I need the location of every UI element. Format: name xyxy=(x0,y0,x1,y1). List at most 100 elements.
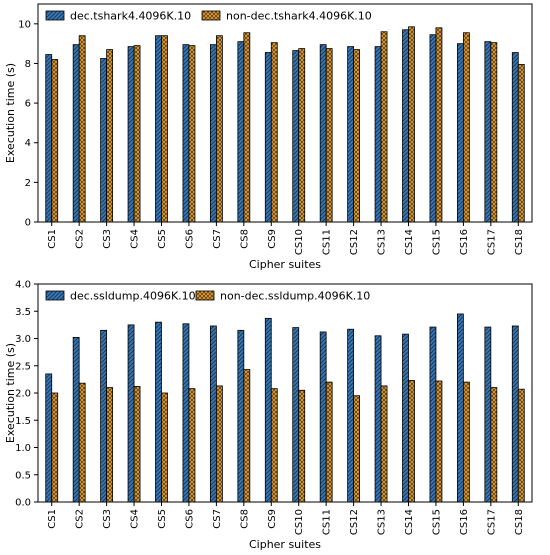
c1-bar-nondec-cs9 xyxy=(270,388,278,503)
c0-x-tick-label-cs9: CS9 xyxy=(267,229,278,249)
c0-bar-dec-cs18 xyxy=(511,52,519,223)
c1-bar-nondec-cs11 xyxy=(325,381,333,503)
c0-bar-nondec-cs15 xyxy=(435,27,443,223)
c0-plot-frame xyxy=(37,3,533,223)
c0-bar-nondec-cs1 xyxy=(51,59,59,223)
c0-x-tick-label-cs5: CS5 xyxy=(157,229,168,249)
c1-bar-dec-cs18 xyxy=(511,325,519,503)
c1-x-tick-label-cs4: CS4 xyxy=(130,509,141,529)
c0-bar-dec-cs8 xyxy=(237,41,245,223)
c0-bar-nondec-cs7 xyxy=(215,35,223,223)
c1-y-tick-label-2: 1.0 xyxy=(15,443,31,454)
c1-bar-dec-cs15 xyxy=(429,326,437,503)
c0-legend-label-nondec: non-dec.tshark4.4096K.10 xyxy=(226,10,372,23)
c0-x-tick-label-cs13: CS13 xyxy=(377,229,388,255)
c0-x-tick-label-cs6: CS6 xyxy=(184,229,195,249)
c0-x-tick-label-cs2: CS2 xyxy=(75,229,86,249)
c1-y-tick-label-5: 2.5 xyxy=(15,361,31,372)
c1-x-tick-label-cs17: CS17 xyxy=(486,509,497,535)
c0-x-tick-label-cs17: CS17 xyxy=(486,229,497,255)
c1-bar-nondec-cs3 xyxy=(106,387,114,503)
c1-x-tick-label-cs18: CS18 xyxy=(514,509,525,535)
c1-bar-nondec-cs13 xyxy=(380,385,388,503)
c0-bar-dec-cs1 xyxy=(45,54,53,223)
c1-x-tick-label-cs1: CS1 xyxy=(47,509,58,529)
chart-top-svg: 0 2 4 6 8 10 CS1 CS2 CS3 CS4 CS5 CS6 CS7 CS8 CS9 CS10 CS… xyxy=(4,3,533,271)
c0-x-tick-label-cs11: CS11 xyxy=(322,229,333,255)
c1-bar-nondec-cs1 xyxy=(51,392,59,503)
c1-bar-dec-cs13 xyxy=(374,335,382,503)
c0-bar-nondec-cs10 xyxy=(298,48,306,223)
c0-bar-nondec-cs2 xyxy=(78,35,86,223)
c1-y-tick-label-3: 1.5 xyxy=(15,416,31,427)
c0-bar-dec-cs9 xyxy=(264,52,272,223)
c0-bar-dec-cs6 xyxy=(182,44,190,223)
c0-bar-dec-cs12 xyxy=(347,46,355,223)
c0-bar-nondec-cs9 xyxy=(270,42,278,223)
c0-x-tick-label-cs15: CS15 xyxy=(431,229,442,255)
c1-legend-swatch-nondec xyxy=(195,290,215,301)
c0-bar-nondec-cs8 xyxy=(243,32,251,223)
c1-x-tick-label-cs13: CS13 xyxy=(377,509,388,535)
c1-bar-dec-cs17 xyxy=(484,326,492,503)
c1-bar-nondec-cs12 xyxy=(353,395,361,503)
c0-y-tick-label-3: 6 xyxy=(25,99,31,110)
c1-x-tick-label-cs5: CS5 xyxy=(157,509,168,529)
c0-x-tick-label-cs1: CS1 xyxy=(47,229,58,249)
c1-bar-dec-cs11 xyxy=(319,331,327,503)
c1-x-tick-label-cs6: CS6 xyxy=(184,509,195,529)
c0-y-tick-label-0: 0 xyxy=(25,218,31,229)
c1-bar-nondec-cs8 xyxy=(243,369,251,503)
c1-bar-nondec-cs4 xyxy=(133,386,141,503)
chart-bottom-svg: 0.0 0.5 1.0 1.5 2.0 2.5 3.0 3.5 4.0 CS1 CS2 CS3 CS4 C… xyxy=(4,280,533,551)
c1-x-tick-label-cs11: CS11 xyxy=(322,509,333,535)
c0-x-tick-label-cs16: CS16 xyxy=(459,229,470,255)
c1-bar-dec-cs14 xyxy=(402,333,409,503)
c0-y-tick-label-5: 10 xyxy=(18,19,31,30)
c0-bar-dec-cs16 xyxy=(456,43,464,223)
c1-bar-dec-cs6 xyxy=(182,323,190,503)
c0-x-tick-label-cs14: CS14 xyxy=(404,229,415,255)
c1-y-axis-title: Execution time (s) xyxy=(4,343,17,443)
c0-legend-swatch-nondec xyxy=(201,10,221,21)
c0-x-tick-label-cs10: CS10 xyxy=(294,229,305,255)
c1-legend-label-dec: dec.ssldump.4096K.10 xyxy=(70,290,196,303)
c0-x-tick-label-cs18: CS18 xyxy=(514,229,525,255)
c1-bar-dec-cs9 xyxy=(264,317,272,503)
c0-x-tick-label-cs7: CS7 xyxy=(212,229,223,249)
c0-bar-dec-cs14 xyxy=(402,29,409,223)
c0-bar-dec-cs4 xyxy=(127,46,135,223)
c1-bar-nondec-cs10 xyxy=(298,389,306,503)
c0-bar-nondec-cs3 xyxy=(106,49,114,223)
c0-bar-dec-cs3 xyxy=(100,58,108,223)
c1-x-axis-title: Cipher suites xyxy=(249,538,321,551)
c1-bar-dec-cs16 xyxy=(456,313,464,503)
c1-bar-nondec-cs14 xyxy=(408,380,415,503)
c1-legend-label-nondec: non-dec.ssldump.4096K.10 xyxy=(220,290,370,303)
c0-bar-dec-cs7 xyxy=(209,44,217,223)
c0-bar-dec-cs17 xyxy=(484,41,492,223)
c0-bar-dec-cs15 xyxy=(429,34,437,223)
chart-top: 0 2 4 6 8 10 CS1 CS2 CS3 CS4 CS5 CS6 CS7 CS8 CS9 CS10 CS… xyxy=(0,0,550,275)
c0-y-tick-label-4: 8 xyxy=(25,59,31,70)
c0-bar-nondec-cs13 xyxy=(380,31,388,223)
c1-x-tick-label-cs15: CS15 xyxy=(431,509,442,535)
c0-bar-nondec-cs5 xyxy=(161,35,168,223)
c1-bar-nondec-cs5 xyxy=(161,392,168,503)
c0-bar-dec-cs2 xyxy=(72,44,80,223)
c1-y-tick-label-7: 3.5 xyxy=(15,307,31,318)
c1-bar-dec-cs12 xyxy=(347,328,355,503)
c1-x-tick-label-cs7: CS7 xyxy=(212,509,223,529)
c1-x-tick-label-cs2: CS2 xyxy=(75,509,86,529)
c1-x-tick-label-cs8: CS8 xyxy=(239,509,250,529)
c1-bar-nondec-cs16 xyxy=(462,381,470,503)
c0-bar-dec-cs5 xyxy=(155,35,162,223)
c1-bar-dec-cs4 xyxy=(127,324,135,503)
c0-bar-dec-cs13 xyxy=(374,46,382,223)
c1-bar-dec-cs8 xyxy=(237,329,245,503)
c0-bar-dec-cs10 xyxy=(292,50,300,223)
c1-x-tick-label-cs9: CS9 xyxy=(267,509,278,529)
c1-y-tick-label-4: 2.0 xyxy=(15,389,31,400)
c0-x-axis-title: Cipher suites xyxy=(249,258,321,271)
c1-bar-dec-cs5 xyxy=(155,321,162,503)
